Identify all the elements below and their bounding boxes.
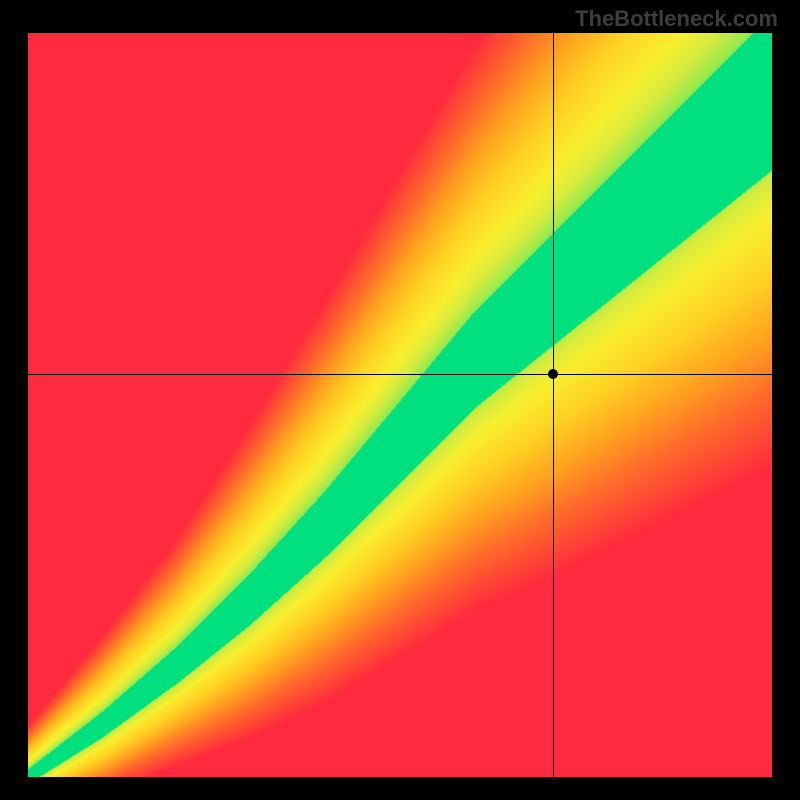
crosshair-horizontal: [28, 374, 772, 375]
watermark-text: TheBottleneck.com: [575, 6, 778, 32]
crosshair-vertical: [553, 33, 554, 777]
selected-point-marker: [548, 369, 558, 379]
chart-container: { "watermark": { "text": "TheBottleneck.…: [0, 0, 800, 800]
bottleneck-heatmap: [28, 33, 772, 777]
